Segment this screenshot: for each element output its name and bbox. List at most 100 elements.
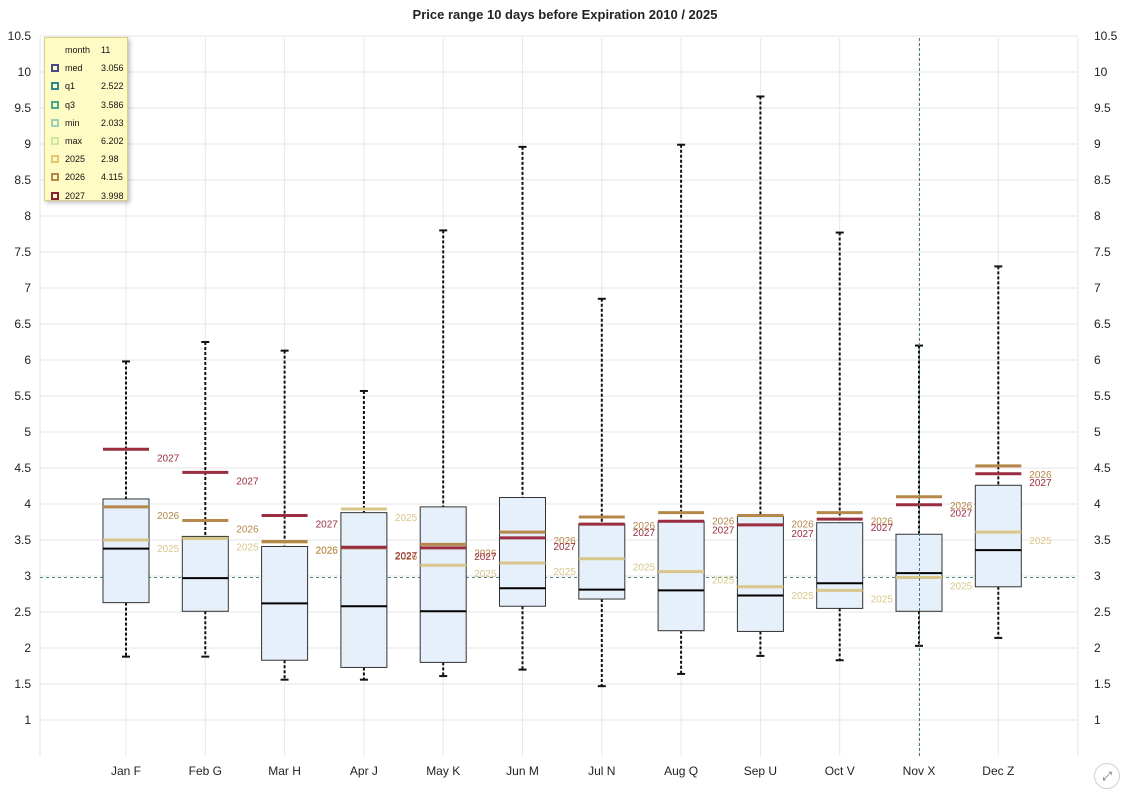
box-iqr — [974, 484, 1022, 588]
tooltip-swatch — [51, 82, 59, 91]
tooltip-row: 2026 4.115 — [51, 168, 127, 186]
box-iqr — [657, 520, 705, 632]
series-label-2025: 2025 — [633, 563, 656, 574]
series-label-2026: 2026 — [791, 520, 814, 531]
series-label-2026: 2026 — [474, 548, 497, 559]
box-plot-5 — [419, 229, 467, 678]
y-tick-label-left: 3.5 — [14, 533, 31, 547]
box-iqr — [578, 523, 626, 600]
y-tick-label-right: 3 — [1094, 569, 1101, 583]
box-iqr — [499, 497, 546, 607]
series-label-2027: 2027 — [1029, 478, 1052, 489]
y-tick-label-left: 4.5 — [14, 461, 31, 475]
box-iqr — [736, 515, 784, 632]
series-label-2025: 2025 — [395, 513, 418, 524]
box-plot-10 — [816, 231, 864, 662]
expand-icon[interactable]: ⤢ — [1094, 763, 1120, 789]
box-iqr — [419, 506, 467, 663]
tooltip-value: 11 — [101, 45, 111, 56]
y-tick-label-left: 7 — [24, 281, 31, 295]
tooltip-value: 6.202 — [101, 136, 124, 147]
x-tick-label: Aug Q — [664, 764, 698, 778]
series-label-2027: 2027 — [236, 476, 259, 487]
series-label-2026: 2026 — [395, 552, 418, 563]
x-axis: Jan F Feb G Mar H Apr J May K Jun M Jul N Aug Q… — [111, 764, 1014, 778]
series-label-2026: 2026 — [712, 517, 735, 528]
y-tick-label-right: 4.5 — [1094, 461, 1111, 475]
x-tick-label: Jun M — [506, 764, 539, 778]
y-tick-label-left: 1.5 — [14, 677, 31, 691]
series-label-2025: 2025 — [554, 567, 577, 578]
series-label-2027: 2027 — [474, 552, 497, 563]
tooltip-label: max — [65, 136, 83, 147]
y-tick-label-left: 2.5 — [14, 605, 31, 619]
y-axis-right: 1 1.5 2 2.5 3 3.5 4 4.5 5 5.5 6 6.5 7 7.5 8 8.5 9 9.5 10 10… — [1094, 29, 1118, 727]
y-tick-label-left: 5 — [24, 425, 31, 439]
series-label-2026: 2026 — [157, 511, 180, 522]
tooltip-value: 2.98 — [101, 154, 119, 165]
series-label-2027: 2027 — [712, 525, 735, 536]
tooltip-swatch — [51, 173, 59, 182]
series-label-2027: 2027 — [316, 520, 339, 531]
y-tick-label-left: 6.5 — [14, 317, 31, 331]
x-tick-label: May K — [426, 764, 460, 778]
series-label-2026: 2026 — [950, 501, 973, 512]
y-tick-label-left: 8 — [24, 209, 31, 223]
series-label-2026: 2026 — [633, 521, 656, 532]
y-tick-label-right: 1.5 — [1094, 677, 1111, 691]
y-tick-label-right: 5.5 — [1094, 389, 1111, 403]
x-tick-label: Oct V — [825, 764, 855, 778]
tooltip-row: med 3.056 — [51, 59, 127, 77]
year-marks-layer: 2025 2025 2025 2025 2025 2025 2025 2025 2025 2025… — [103, 447, 1052, 605]
tooltip-label: min — [65, 117, 80, 128]
box-layer — [102, 95, 1022, 688]
series-label-2026: 2026 — [1029, 470, 1052, 481]
tooltip-label: 2025 — [65, 154, 86, 165]
expand-glyph: ⤢ — [1102, 769, 1112, 783]
series-label-2025: 2025 — [1029, 536, 1052, 547]
box-iqr — [102, 498, 150, 604]
series-label-2027: 2027 — [633, 528, 656, 539]
tooltip-value: 3.998 — [101, 190, 124, 201]
x-tick-label: Nov X — [903, 764, 936, 778]
y-tick-label-left: 3 — [24, 569, 31, 583]
y-tick-label-left: 4 — [24, 497, 31, 511]
tooltip-swatch — [51, 137, 59, 146]
y-tick-label-right: 9 — [1094, 137, 1101, 151]
tooltip-row: q1 2.522 — [51, 77, 127, 95]
tooltip-swatch — [51, 118, 59, 127]
y-tick-label-right: 8.5 — [1094, 173, 1111, 187]
series-label-2026: 2026 — [554, 536, 577, 547]
tooltip-swatch — [51, 155, 59, 164]
box-plot-2 — [181, 341, 229, 658]
tooltip-row: 2025 2.98 — [51, 150, 127, 168]
series-label-2027: 2027 — [554, 542, 577, 553]
tooltip-value: 4.115 — [101, 172, 123, 183]
series-label-2027: 2027 — [950, 509, 973, 520]
series-label-2025: 2025 — [157, 544, 180, 555]
y-tick-label-right: 2.5 — [1094, 605, 1111, 619]
y-tick-label-right: 5 — [1094, 425, 1101, 439]
tooltip-label: q3 — [65, 99, 76, 110]
y-tick-label-left: 8.5 — [14, 173, 31, 187]
y-tick-label-right: 9.5 — [1094, 101, 1111, 115]
box-plot-1 — [102, 360, 150, 658]
series-label-2027: 2027 — [395, 551, 418, 562]
tooltip-value: 3.586 — [101, 99, 124, 110]
x-tick-label: Mar H — [268, 764, 301, 778]
tooltip-label: q1 — [65, 81, 76, 92]
box-iqr — [816, 522, 864, 609]
box-iqr — [181, 535, 229, 612]
box-plot-7 — [578, 297, 626, 688]
y-tick-label-left: 10.5 — [8, 29, 32, 43]
series-label-2026: 2026 — [871, 517, 894, 528]
tooltip-swatch — [51, 100, 59, 109]
tooltip-swatch — [51, 191, 59, 200]
y-tick-label-right: 8 — [1094, 209, 1101, 223]
box-plot-4 — [340, 389, 388, 681]
y-tick-label-right: 7 — [1094, 281, 1101, 295]
x-tick-label: Jul N — [588, 764, 615, 778]
series-label-2027: 2027 — [871, 523, 894, 534]
y-tick-label-right: 7.5 — [1094, 245, 1111, 259]
